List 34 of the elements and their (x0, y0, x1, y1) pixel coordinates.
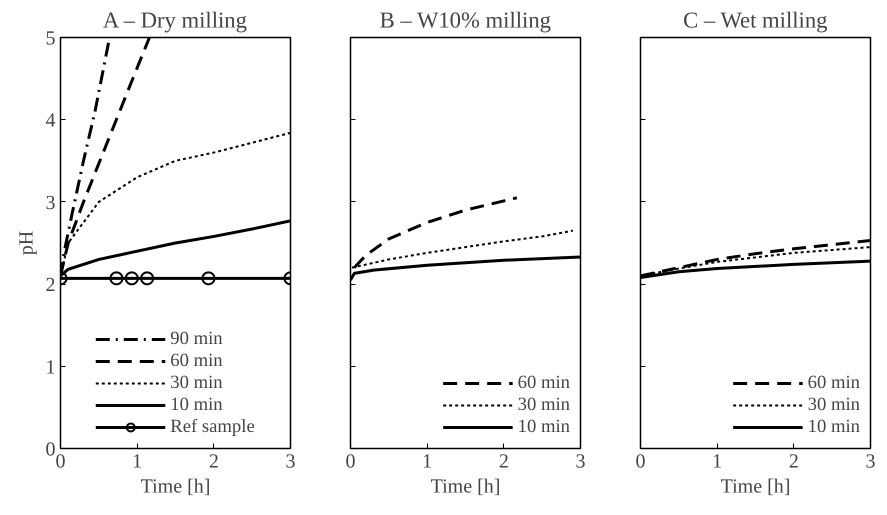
x-tick-label: 1 (422, 450, 432, 472)
chart-title: B – W10% milling (380, 8, 552, 32)
x-tick-label: 1 (132, 450, 142, 472)
y-tick-label: 3 (46, 192, 56, 214)
y-tick-label: 5 (46, 28, 56, 50)
y-tick-label: 4 (46, 110, 56, 132)
x-tick-label: 2 (498, 450, 509, 472)
x-axis-title: Time [h] (720, 476, 790, 498)
legend-label: 30 min (518, 394, 570, 416)
legend-label: 60 min (808, 372, 860, 394)
x-tick-label: 2 (788, 450, 799, 472)
chart-title: C – Wet milling (683, 8, 828, 32)
legend-label: 10 min (170, 394, 223, 416)
x-tick-label: 0 (636, 450, 646, 472)
legend-label: 90 min (170, 328, 223, 350)
x-tick-label: 2 (208, 450, 219, 472)
x-tick-label: 1 (712, 450, 722, 472)
legend-label: 10 min (808, 416, 860, 438)
y-axis-title: pH (16, 230, 38, 256)
legend-label: 30 min (170, 372, 223, 394)
x-axis-title: Time [h] (430, 476, 500, 498)
x-axis-title: Time [h] (140, 476, 210, 498)
y-tick-label: 1 (46, 356, 56, 378)
legend-label: 10 min (518, 416, 570, 438)
x-tick-label: 3 (866, 450, 876, 472)
legend-label: 30 min (808, 394, 860, 416)
legend-label: 60 min (170, 350, 223, 372)
x-tick-label: 0 (346, 450, 356, 472)
legend-label: Ref sample (170, 416, 255, 438)
y-tick-label: 2 (46, 274, 56, 296)
x-tick-label: 3 (286, 450, 296, 472)
x-tick-label: 3 (576, 450, 586, 472)
chart-title: A – Dry milling (102, 8, 247, 32)
legend-label: 60 min (518, 372, 570, 394)
